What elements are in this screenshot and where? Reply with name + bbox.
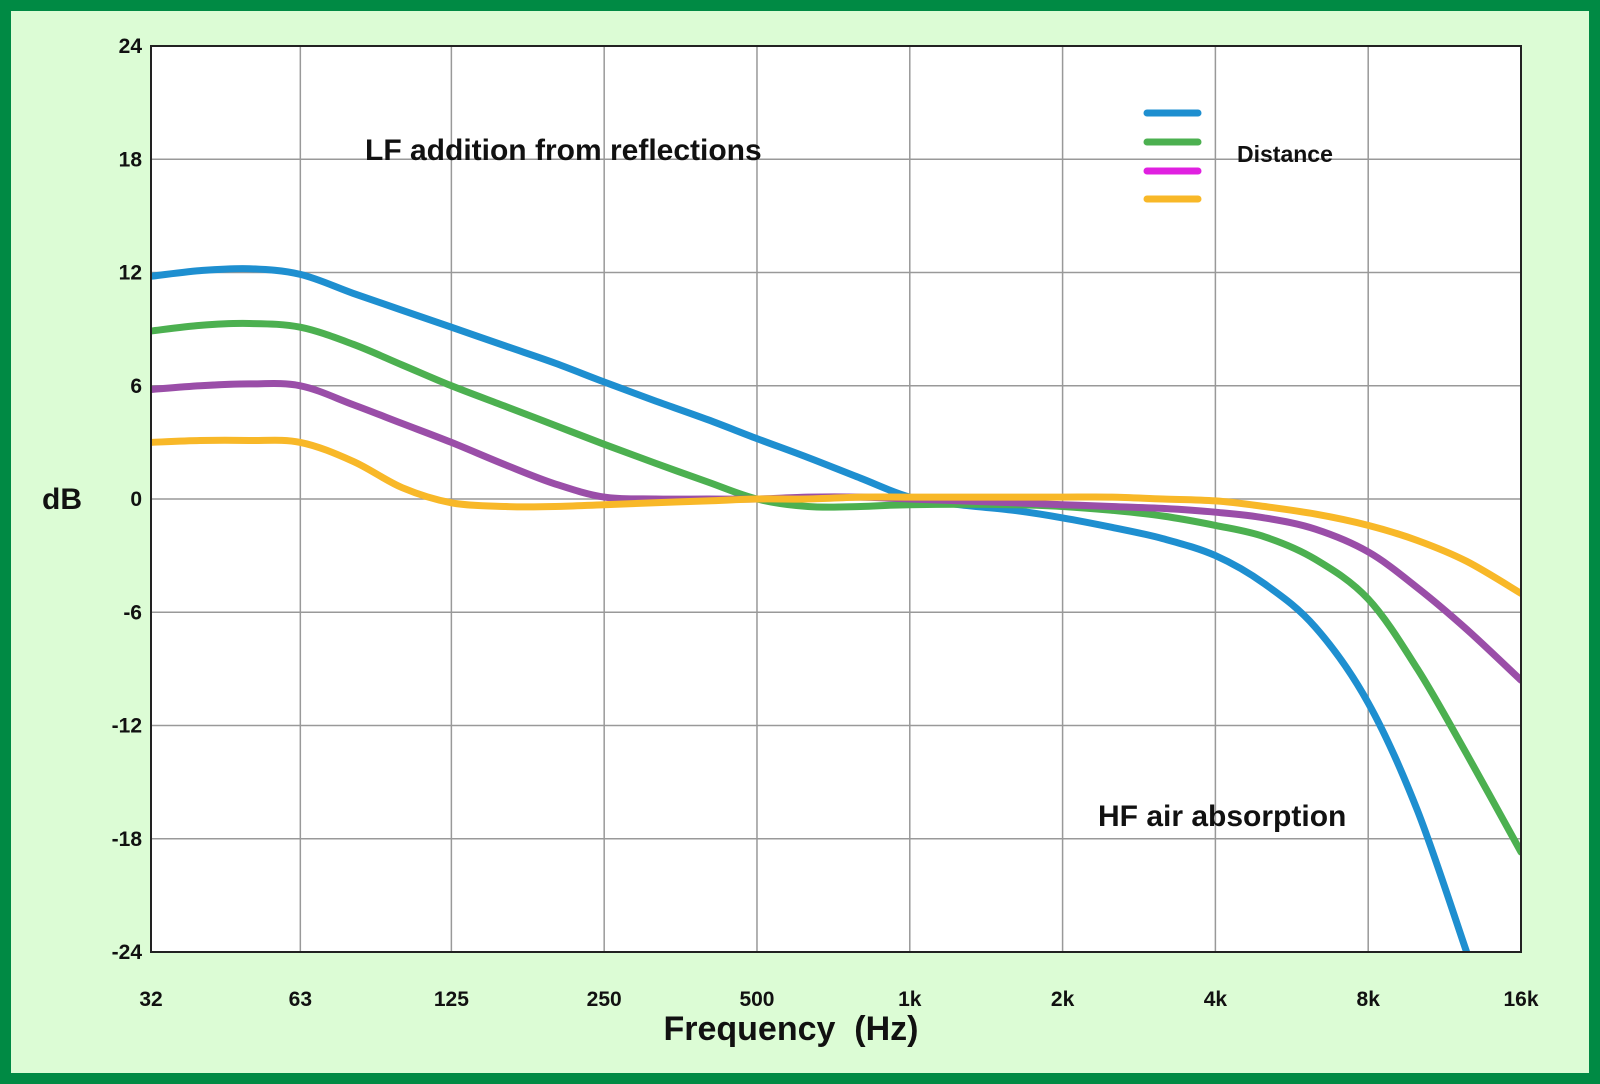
y-tick-label: -6 [123, 601, 142, 624]
x-tick-label: 1k [898, 988, 922, 1011]
y-tick-label: -24 [112, 941, 143, 964]
y-tick-label: -12 [112, 715, 142, 738]
series-line-1 [151, 265, 1471, 952]
x-tick-label: 16k [1503, 988, 1538, 1011]
x-tick-label: 2k [1051, 988, 1075, 1011]
x-tick-label: 250 [587, 988, 622, 1011]
x-axis-label: Frequency (Hz) [663, 1010, 918, 1048]
x-tick-label: 63 [289, 988, 312, 1011]
y-tick-label: 0 [130, 488, 142, 511]
y-tick-label: 6 [130, 375, 142, 398]
x-tick-label: 500 [739, 988, 774, 1011]
x-tick-label: 4k [1204, 988, 1228, 1011]
y-axis-label: dB [42, 483, 82, 516]
y-tick-label: 18 [119, 148, 143, 171]
annotation-lf-addition: LF addition from reflections [365, 134, 762, 167]
x-tick-label: 8k [1357, 988, 1381, 1011]
y-tick-label: 24 [119, 35, 143, 58]
x-tick-label: 32 [139, 988, 162, 1011]
series-line-2 [151, 319, 1521, 856]
y-tick-label: -18 [112, 828, 143, 851]
annotation-hf-absorption: HF air absorption [1098, 800, 1346, 833]
legend-swatches [1143, 109, 1202, 203]
x-tick-label: 125 [434, 988, 469, 1011]
series-line-4 [151, 436, 1521, 597]
y-tick-label: 12 [119, 262, 142, 285]
y-tick-labels: 24 18 12 6 0 -6 -12 -18 -24 [112, 35, 143, 964]
legend: Distance [1143, 109, 1333, 203]
series-lines [151, 265, 1521, 952]
x-tick-labels: 32 63 125 250 500 1k 2k 4k 8k 16k [139, 988, 1539, 1011]
plot-border [150, 45, 1522, 953]
legend-label: Distance [1237, 141, 1333, 167]
